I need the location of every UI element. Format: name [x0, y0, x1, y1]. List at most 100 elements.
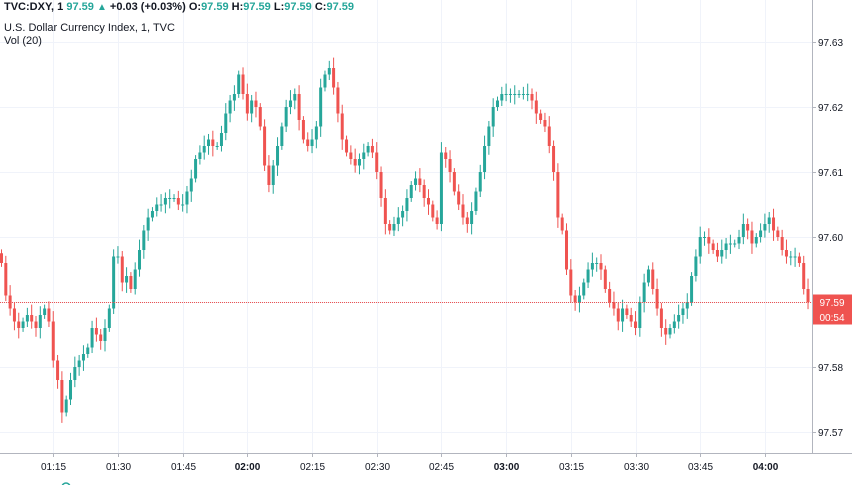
candle: [414, 171, 418, 191]
candle-body: [38, 315, 42, 328]
candle-body: [297, 94, 301, 120]
candle-body: [728, 243, 732, 245]
candle: [125, 267, 129, 293]
candle-body: [112, 256, 116, 309]
candle: [629, 307, 633, 328]
candle-body: [737, 237, 741, 244]
candle: [64, 395, 68, 417]
candle: [181, 194, 185, 212]
candle-body: [116, 256, 120, 258]
grid: [0, 0, 812, 453]
candle: [577, 286, 581, 313]
candle: [202, 135, 206, 160]
candle: [401, 205, 405, 227]
candle: [724, 237, 728, 259]
candle: [297, 85, 301, 131]
symbol-label[interactable]: TVC:DXY, 1: [4, 1, 64, 13]
close-value: 97.59: [326, 1, 354, 13]
candle-body: [625, 308, 629, 315]
candle: [306, 132, 310, 152]
chart-title: U.S. Dollar Currency Index, 1, TVC: [4, 22, 175, 34]
candle: [439, 142, 443, 232]
candle-body: [526, 94, 530, 95]
candle-body: [185, 191, 189, 205]
candle: [690, 272, 694, 306]
candle: [685, 293, 689, 319]
candle: [776, 226, 780, 241]
candle-body: [327, 68, 331, 75]
candle: [392, 216, 396, 237]
candle-body: [207, 139, 211, 146]
candle-body: [543, 120, 547, 127]
candle: [258, 103, 262, 131]
candle-body: [228, 100, 232, 114]
candle: [388, 220, 392, 235]
candle-body: [319, 87, 323, 127]
candle: [698, 226, 702, 264]
candle-body: [556, 172, 560, 218]
candle-body: [383, 198, 387, 224]
candle-body: [155, 204, 159, 211]
candle: [232, 85, 236, 111]
candle-body: [276, 146, 280, 166]
candle-body: [370, 146, 374, 153]
candle-body: [565, 230, 569, 270]
candle-body: [677, 315, 681, 322]
candle: [138, 239, 142, 277]
candle-body: [590, 263, 594, 270]
candle: [357, 153, 361, 175]
price-label-box: 97.59 00:54: [813, 294, 852, 325]
candle: [94, 317, 98, 342]
candle: [664, 319, 668, 345]
candle-body: [439, 152, 443, 224]
candle: [189, 169, 193, 202]
x-tick-label: 03:15: [559, 462, 584, 473]
volume-indicator-label[interactable]: Vol (20): [4, 35, 42, 47]
candle-body: [375, 152, 379, 172]
candle-body: [401, 211, 405, 218]
candle: [612, 291, 616, 316]
candle: [194, 155, 198, 183]
candle: [310, 129, 314, 154]
x-axis[interactable]: 01:15 01:30 01:45 02:00 02:15 02:30 02:45 03:00…: [41, 453, 779, 473]
y-tick-label: 97.62: [818, 103, 843, 114]
candle: [526, 83, 530, 102]
candle: [495, 96, 499, 111]
candle-body: [703, 237, 707, 238]
y-axis[interactable]: 97.63 97.62 97.61 97.60 97.59 97.58 97.57: [812, 38, 843, 439]
candle: [517, 90, 521, 98]
candle-body: [646, 269, 650, 283]
candle: [99, 328, 103, 350]
candle: [595, 257, 599, 272]
candle: [746, 218, 750, 240]
candle: [327, 60, 331, 81]
candle-body: [414, 178, 418, 185]
candle-body: [444, 152, 448, 159]
x-tick-label: 01:45: [171, 462, 196, 473]
candle: [534, 91, 538, 124]
candle: [56, 354, 60, 389]
candle-body: [90, 328, 94, 348]
candle-body: [452, 172, 456, 192]
candle: [30, 304, 34, 329]
candle-body: [772, 217, 776, 231]
candle-body: [133, 269, 137, 289]
candle: [241, 67, 245, 100]
candle-body: [422, 185, 426, 198]
candle: [0, 249, 3, 267]
candle: [681, 302, 685, 324]
up-arrow-icon: ▲: [96, 2, 107, 13]
candle: [17, 312, 21, 339]
candle-body: [12, 308, 16, 322]
candle: [452, 168, 456, 196]
candle-body: [301, 120, 305, 140]
candle-body: [521, 94, 525, 95]
candle-body: [608, 289, 612, 302]
candle-body: [664, 328, 668, 335]
candle-body: [353, 159, 357, 166]
candle: [508, 88, 512, 103]
candle-body: [306, 139, 310, 146]
candle: [504, 83, 508, 102]
x-tick-label: 01:15: [41, 462, 66, 473]
